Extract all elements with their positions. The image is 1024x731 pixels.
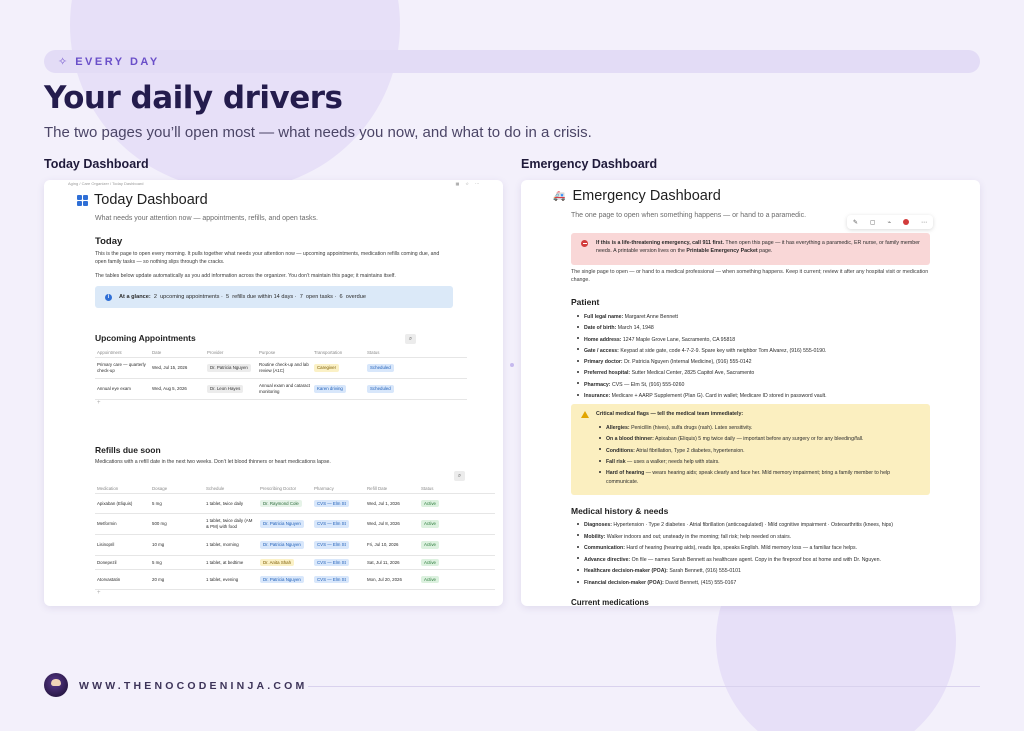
emergency-intro: The single page to open — or hand to a m… (571, 269, 929, 284)
breadcrumb[interactable]: Aging / Care Organizer / Today Dashboard (68, 181, 144, 186)
table-header: Medication Dosage Schedule Prescribing D… (95, 484, 495, 494)
list-item: Allergies: Penicillin (hives), sulfa dru… (596, 423, 916, 434)
ambulance-icon: 🚑 (553, 190, 566, 202)
list-item: Primary doctor: Dr. Patricia Nguyen (Int… (574, 357, 934, 368)
refills-desc: Medications with a refill date in the ne… (95, 459, 331, 465)
list-item: Communication: Hard of hearing (hearing … (574, 543, 944, 555)
table-header: Appointment Date Provider Purpose Transp… (95, 348, 467, 358)
search-icon[interactable]: ⌕ (454, 471, 465, 481)
history-heading: Medical history & needs (571, 506, 669, 516)
patient-list: Full legal name: Margaret Anne Bennett D… (574, 312, 934, 402)
history-list: Diagnoses: Hypertension · Type 2 diabete… (574, 520, 944, 590)
footer-url[interactable]: WWW.THENOCODENINJA.COM (79, 680, 308, 692)
table-row[interactable]: Annual eye exam Wed, Aug 5, 2026 Dr. Leo… (95, 379, 467, 400)
today-heading: Today (95, 236, 123, 247)
list-item: Fall risk — uses a walker; needs help wi… (596, 457, 916, 468)
medications-heading: Current medications (571, 598, 649, 606)
table-row[interactable]: Atorvastatin 20 mg 1 tablet, evening Dr.… (95, 570, 495, 590)
appointments-heading: Upcoming Appointments (95, 333, 196, 343)
warning-icon (581, 411, 589, 418)
link-icon[interactable]: ⌁ (887, 219, 892, 226)
table-row[interactable]: Lisinopril 10 mg 1 tablet, morning Dr. P… (95, 535, 495, 556)
notion-topbar: Aging / Care Organizer / Today Dashboard… (44, 180, 503, 188)
page-title: Your daily drivers (44, 80, 343, 116)
sparkle-icon: ✧ (58, 56, 68, 68)
dashboard-icon (77, 194, 88, 206)
table-row[interactable]: Apixaban (Eliquis) 5 mg 1 tablet, twice … (95, 494, 495, 514)
list-item: Financial decision-maker (POA): David Be… (574, 578, 944, 590)
avatar (44, 673, 68, 697)
list-item: Advance directive: On file — names Sarah… (574, 555, 944, 567)
list-item: Diagnoses: Hypertension · Type 2 diabete… (574, 520, 944, 532)
page-subtitle: The two pages you’ll open most — what ne… (44, 124, 592, 141)
list-item: Healthcare decision-maker (POA): Sarah B… (574, 566, 944, 578)
info-icon: i (105, 293, 112, 301)
patient-heading: Patient (571, 297, 600, 307)
floating-toolbar: ✎ ▢ ⌁ ⋯ (847, 215, 933, 229)
refills-heading: Refills due soon (95, 445, 161, 455)
today-para-2: The tables below update automatically as… (95, 273, 396, 279)
today-dashboard-screenshot: Aging / Care Organizer / Today Dashboard… (44, 180, 503, 606)
add-row-button[interactable]: + (97, 590, 101, 596)
emergency-alert-callout: If this is a life-threatening emergency,… (571, 233, 930, 265)
flags-list: Allergies: Penicillin (hives), sulfa dru… (596, 423, 916, 487)
more-icon[interactable]: ⋯ (475, 181, 479, 186)
list-item: Insurance: Medicare + AARP Supplement (P… (574, 391, 934, 402)
share-icon[interactable]: ▦ (455, 181, 460, 186)
stop-icon (581, 240, 588, 247)
table-row[interactable]: Donepezil 5 mg 1 tablet, at bedtime Dr. … (95, 556, 495, 570)
list-item: Mobility: Walker indoors and out; unstea… (574, 532, 944, 544)
record-icon[interactable] (903, 219, 910, 225)
list-item: Gate / access: Keypad at side gate, code… (574, 346, 934, 357)
emergency-page-title: 🚑 Emergency Dashboard (553, 188, 721, 204)
star-icon[interactable]: ☆ (465, 181, 469, 186)
divider-dot (510, 363, 514, 367)
comment-icon[interactable]: ▢ (869, 219, 876, 226)
list-item: On a blood thinner: Apixaban (Eliquis) 5… (596, 434, 916, 445)
edit-icon[interactable]: ✎ (852, 219, 858, 226)
today-para-1: This is the page to open every morning. … (95, 251, 440, 265)
eyebrow-pill: ✧ EVERY DAY (44, 50, 980, 73)
list-item: Full legal name: Margaret Anne Bennett (574, 312, 934, 323)
emergency-page-desc: The one page to open when something happ… (571, 212, 807, 219)
add-row-button[interactable]: + (97, 400, 101, 406)
refills-table: Medication Dosage Schedule Prescribing D… (95, 484, 495, 599)
table-row[interactable]: Metformin 500 mg 1 tablet, twice daily (… (95, 514, 495, 535)
list-item: Hard of hearing — wears hearing aids; sp… (596, 469, 916, 487)
list-item: Date of birth: March 14, 1948 (574, 323, 934, 334)
list-item: Home address: 1247 Maple Grove Lane, Sac… (574, 335, 934, 346)
list-item: Conditions: Atrial fibrillation, Type 2 … (596, 446, 916, 457)
list-item: Pharmacy: CVS — Elm St, (916) 555-0260 (574, 380, 934, 391)
appointments-table: Appointment Date Provider Purpose Transp… (95, 348, 467, 409)
critical-flags-callout: Critical medical flags — tell the medica… (571, 404, 930, 495)
emergency-section-label: Emergency Dashboard (521, 157, 658, 171)
list-item: Preferred hospital: Sutter Medical Cente… (574, 368, 934, 379)
today-page-title: Today Dashboard (77, 192, 208, 208)
emergency-dashboard-screenshot: 🚑 Emergency Dashboard The one page to op… (521, 180, 980, 606)
today-page-desc: What needs your attention now — appointm… (95, 215, 318, 222)
search-icon[interactable]: ⌕ (405, 334, 416, 344)
table-row[interactable]: Primary care — quarterly check-up Wed, J… (95, 358, 467, 379)
eyebrow-label: EVERY DAY (75, 55, 160, 68)
more-icon[interactable]: ⋯ (920, 219, 927, 226)
at-a-glance-callout: i At a glance: 2 upcoming appointments ·… (95, 286, 453, 308)
today-section-label: Today Dashboard (44, 157, 149, 171)
footer-divider (308, 686, 980, 687)
